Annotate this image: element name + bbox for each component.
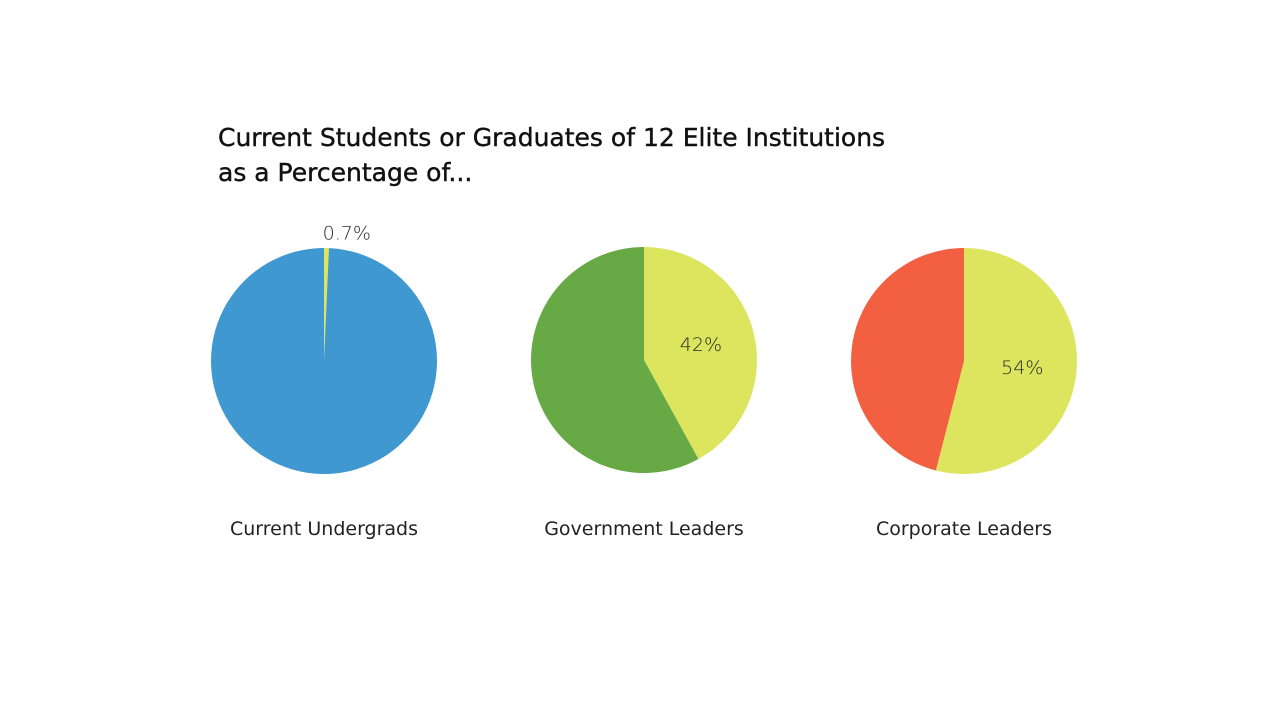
slice-data-label: 54% [1001,357,1043,379]
pie-slice [324,248,329,361]
chart-title-line-1: Current Students or Graduates of 12 Elit… [218,123,886,152]
chart-title-line-2: as a Percentage of... [218,158,473,187]
pie-slice [211,248,438,474]
pie-caption: Government Leaders [544,518,744,540]
chart-title: Current Students or Graduates of 12 Elit… [218,120,978,190]
pie-caption: Current Undergrads [230,518,418,540]
pie-slice [644,247,757,460]
pie-corporate-leaders: 54% Corporate Leaders [851,248,1077,540]
pie-caption: Corporate Leaders [876,518,1052,540]
pie-slice [531,247,699,474]
pie-current-undergrads: 0.7% Current Undergrads [211,223,438,540]
pie-slice [851,248,964,471]
slice-data-label: 42% [680,334,722,356]
pie-government-leaders: 42% Government Leaders [531,247,757,540]
pie-slice [935,248,1077,474]
slice-data-label: 0.7% [323,223,371,245]
